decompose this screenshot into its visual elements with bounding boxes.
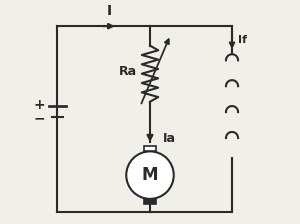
Bar <box>143 146 157 151</box>
Text: Ra: Ra <box>119 65 137 78</box>
Text: Ia: Ia <box>163 132 176 145</box>
Text: I: I <box>106 4 112 17</box>
Text: −: − <box>34 111 45 125</box>
Circle shape <box>126 151 174 199</box>
Text: +: + <box>34 98 45 112</box>
Text: If: If <box>238 35 247 45</box>
Bar <box>143 199 157 204</box>
Text: M: M <box>142 166 158 184</box>
